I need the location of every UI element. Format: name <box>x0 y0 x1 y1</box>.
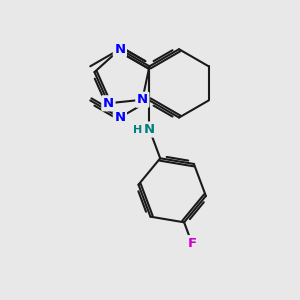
Text: N: N <box>144 123 155 136</box>
Text: N: N <box>114 111 125 124</box>
Text: N: N <box>103 97 114 110</box>
Text: F: F <box>187 237 196 250</box>
Text: N: N <box>137 93 148 106</box>
Text: H: H <box>133 124 142 134</box>
Text: N: N <box>114 43 125 56</box>
